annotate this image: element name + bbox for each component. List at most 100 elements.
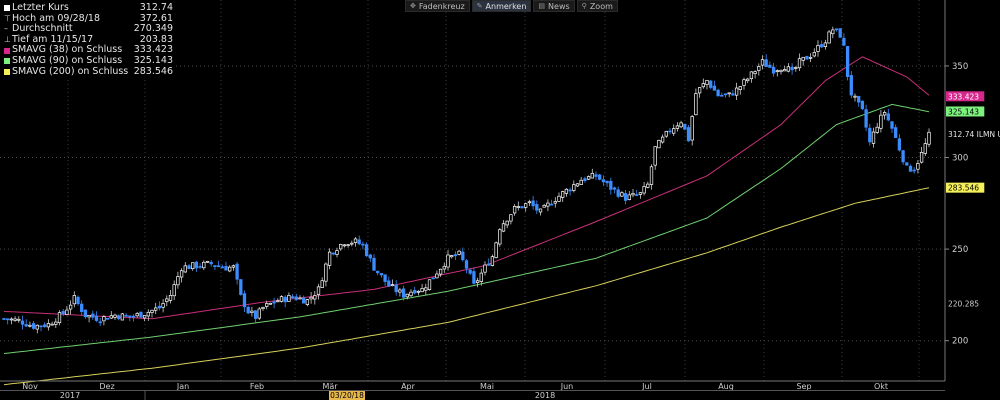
legend-row: – Durchschnitt 270.349 [4,24,173,35]
annotate-button[interactable]: ✎ Anmerken [471,0,532,12]
candle-body [605,180,609,184]
candle-body [335,250,339,255]
candle-body [390,284,395,286]
candle-body [653,146,657,166]
candle-body [749,71,754,80]
legend-value: 283.546 [133,65,173,77]
zoom-button[interactable]: ⚲ Zoom [576,0,618,12]
candle-body [609,180,613,190]
candle-body [117,315,121,320]
chart-grid [0,0,945,381]
candle-body [83,309,88,318]
candle-body [642,186,646,194]
value-label-text: 333.423 [948,92,979,101]
candle-body [568,189,572,192]
candle-body [760,59,765,66]
x-tick-label: Jun [560,382,574,391]
candle-body [350,242,354,245]
x-tick-label: Nov [22,382,38,391]
candle-body [283,296,287,303]
candle-body [346,244,350,246]
candle-body [649,166,654,185]
legend-value: 325.143 [133,54,173,66]
x-tick-label: Aug [718,382,734,391]
candle-body [43,324,47,327]
candle-body [257,308,261,319]
candle-body [657,139,661,149]
candle-body [401,288,406,298]
legend-symbol-icon: – [4,24,8,34]
candle-body [783,69,787,72]
news-button[interactable]: ▤ News [533,0,575,12]
candle-body [723,93,728,96]
legend-row: ⊤ Hoch am 09/28/18 372.61 [4,13,173,25]
candle-body [923,143,927,154]
candle-body [61,311,65,315]
candle-body [31,323,36,329]
sma-200-line [3,187,930,386]
value-label-text: 220.285 [948,300,979,309]
x-tick-label: Mär [322,382,338,391]
value-label-text: 325.143 [948,107,979,116]
candle-body [564,188,569,194]
value-label-box [946,129,1000,140]
candle-body [157,305,162,309]
candle-body [302,297,306,304]
candle-body [738,86,742,90]
candle-body [472,271,476,284]
candle-body [801,56,805,61]
candle-body [172,284,176,297]
candle-body [231,265,236,268]
legend-symbol-icon: ⊤ [4,13,11,23]
candle-body [68,304,73,310]
candle-body [91,313,95,318]
candle-body [342,244,347,247]
candle-body [17,318,21,321]
candle-body [894,127,898,138]
candle-body [76,296,80,305]
candle-body [276,300,280,303]
candle-body [242,293,247,308]
candle-body [779,69,783,73]
candle-body [324,263,328,282]
candle-body [586,176,591,180]
candle-body [65,309,69,315]
candle-body [294,296,298,300]
legend-label-text: Tief am 11/15/17 [12,33,94,45]
annotate-icon: ✎ [476,2,483,10]
candle-body [331,252,335,255]
y-tick-label: 200 [952,337,968,347]
legend-value: 203.83 [139,33,173,45]
candle-body [879,114,883,129]
candle-body [542,204,546,208]
value-label-box [946,106,985,117]
legend-label-text: SMAVG (38) on Schluss [12,44,123,56]
moving-average-lines [3,56,930,386]
candle-body [842,37,846,46]
y-axis: 200 250 300 350 [944,0,968,381]
candle-body [727,92,731,95]
candle-body [142,315,147,319]
candle-body [635,194,639,196]
candle-body [483,264,487,273]
candle-body [50,323,54,326]
candle-body [512,205,517,214]
candle-body [131,315,136,318]
candle-body [479,272,483,282]
legend-label-text: Durchschnitt [12,23,73,35]
candle-body [524,203,528,208]
candle-body [794,67,798,69]
candle-body [509,214,513,222]
crosshair-button[interactable]: ✥ Fadenkreuz [405,0,470,12]
x-tick-label: Jul [641,382,652,391]
candle-body [664,130,668,137]
right-value-labels: 333.423 325.143 312.74 ILMN US 283.546 220.2… [946,91,1000,309]
candle-body [220,266,224,269]
candle-body [57,312,62,324]
sma-38-line [3,56,930,320]
candle-body [823,42,828,48]
candle-body [265,303,269,307]
candle-body [94,315,99,321]
candle-body [797,58,802,69]
